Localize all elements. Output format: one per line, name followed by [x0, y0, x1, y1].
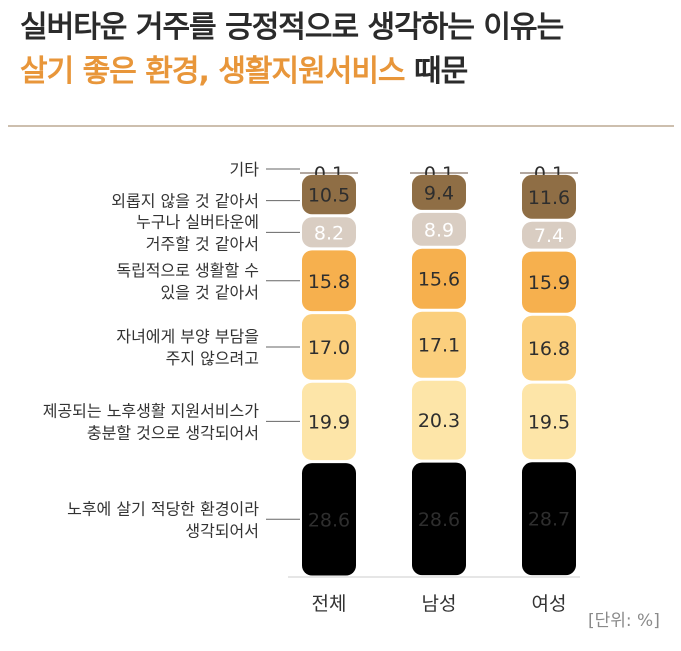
- bar-segment: [522, 251, 576, 313]
- bar-segment: [302, 463, 356, 576]
- bar-segment: [412, 212, 466, 246]
- data-label: 10.5: [308, 185, 350, 207]
- title-line-1: 실버타운 거주를 긍정적으로 생각하는 이유는: [20, 10, 564, 45]
- bar-segment: [302, 174, 356, 215]
- bar-segment: [522, 315, 576, 381]
- reason-label: 기타: [230, 160, 260, 179]
- bar-segment: [522, 383, 576, 460]
- bar-segment: [522, 174, 576, 219]
- title-divider: [8, 125, 674, 127]
- category-label: 남성: [422, 593, 457, 615]
- category-label: 여성: [532, 593, 567, 615]
- data-label: 8.9: [424, 219, 454, 241]
- data-label: 9.4: [424, 182, 454, 204]
- chart-title: 실버타운 거주를 긍정적으로 생각하는 이유는 살기 좋은 환경, 생활지원서비…: [20, 6, 564, 94]
- bar-segment: [302, 217, 356, 248]
- data-label: 15.8: [308, 271, 350, 293]
- category-label: 전체: [312, 593, 347, 615]
- reason-label: 생각되어서: [185, 521, 259, 540]
- reason-label: 노후에 살기 적당한 환경이라: [67, 499, 259, 518]
- data-label: 15.9: [528, 272, 570, 294]
- title-rest: 때문: [413, 54, 468, 89]
- bar-segment: [412, 248, 466, 309]
- reason-label: 거주할 것 같아서: [146, 234, 259, 253]
- bar-segment: [412, 311, 466, 378]
- reason-label: 충분할 것으로 생각되어서: [87, 423, 259, 442]
- title-accent: 살기 좋은 환경, 생활지원서비스: [20, 54, 406, 89]
- data-label: 19.9: [308, 411, 350, 433]
- reason-label: 누구나 실버타운에: [136, 212, 259, 231]
- reason-label: 외롭지 않을 것 같아서: [111, 192, 259, 211]
- data-label: 19.5: [528, 411, 570, 433]
- data-label: 28.6: [308, 509, 350, 531]
- unit-label: [단위: %]: [588, 611, 660, 631]
- bar-segment: [302, 250, 356, 312]
- bar-segment: [412, 174, 466, 210]
- bar-segment: [412, 380, 466, 460]
- data-label: 17.0: [308, 337, 350, 359]
- title-line-2: 살기 좋은 환경, 생활지원서비스 때문: [20, 50, 563, 94]
- reason-label: 제공되는 노후생활 지원서비스가: [43, 401, 260, 420]
- reason-label: 자녀에게 부양 부담을: [116, 327, 259, 346]
- data-label: 15.6: [418, 269, 460, 291]
- data-label: 7.4: [534, 225, 564, 247]
- data-label: 11.6: [528, 187, 570, 209]
- bar-segment: [412, 462, 466, 576]
- data-label: 28.6: [418, 509, 460, 531]
- bar-segment: [522, 462, 576, 576]
- bar-segment: [522, 221, 576, 249]
- bar-segment: [302, 314, 356, 380]
- data-label: 20.3: [418, 410, 460, 432]
- reason-label: 독립적으로 생활할 수: [116, 261, 259, 280]
- data-label: 28.7: [528, 509, 570, 531]
- reason-label: 주지 않으려고: [166, 349, 259, 368]
- bar-segment: [302, 382, 356, 461]
- reason-label: 있을 것 같아서: [161, 283, 260, 302]
- data-label: 8.2: [314, 222, 344, 244]
- data-label: 17.1: [418, 335, 460, 357]
- data-label: 16.8: [528, 338, 570, 360]
